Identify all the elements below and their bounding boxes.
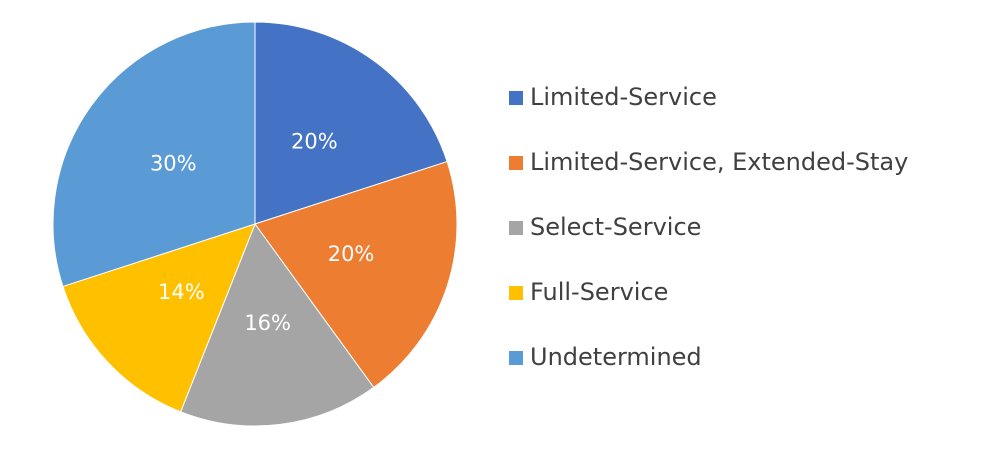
value-label: 20% [291, 129, 338, 153]
legend-swatch [509, 286, 523, 300]
legend-swatch [509, 91, 523, 105]
pie-slice [52, 21, 256, 288]
pie-slice [179, 222, 375, 427]
legend-swatch [509, 221, 523, 235]
value-label: 14% [158, 280, 205, 304]
pie-slice [254, 160, 458, 389]
legend-label: Full-Service [530, 278, 668, 306]
legend-label: Limited-Service [530, 83, 717, 111]
legend-label: Undetermined [530, 343, 702, 371]
value-label: 16% [244, 311, 291, 335]
value-label: 30% [150, 152, 197, 176]
legend-label: Limited-Service, Extended-Stay [530, 148, 908, 176]
legend-swatch [509, 351, 523, 365]
legend-swatch [509, 156, 523, 170]
legend-label: Select-Service [530, 213, 701, 241]
value-label: 20% [328, 242, 375, 266]
pie-slice [254, 21, 448, 225]
